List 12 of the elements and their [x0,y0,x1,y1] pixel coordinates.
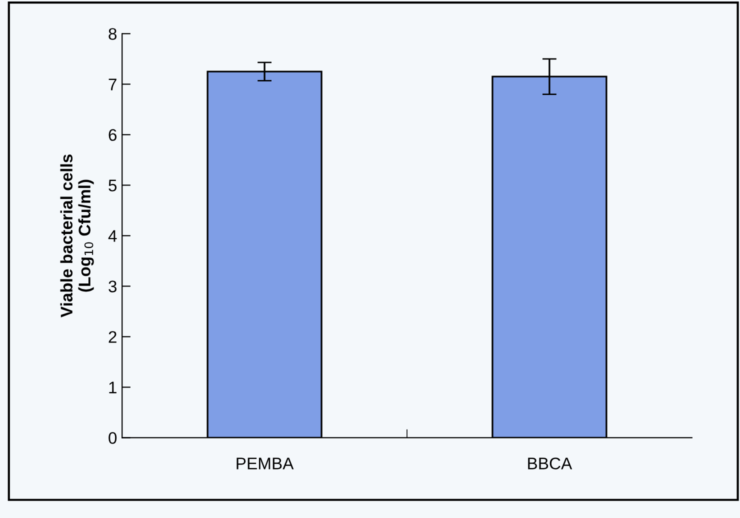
y-tick-label: 4 [108,230,117,242]
y-tick-label: 0 [108,432,117,444]
y-tick-label: 6 [108,129,117,141]
y-tick-label: 1 [109,382,116,394]
y-tick-label: 2 [108,331,116,343]
x-tick-label: BBCA [528,458,572,470]
y-tick-label: 8 [108,28,117,40]
x-tick-label: PEMBA [236,458,294,470]
y-tick-label: 7 [108,78,116,90]
y-tick-label: 3 [108,280,117,292]
y-axis-title: Viable bacterial cells (Log$_{10}$ Cfu/ml) [60,154,94,318]
y-tick-label: 5 [108,180,117,192]
